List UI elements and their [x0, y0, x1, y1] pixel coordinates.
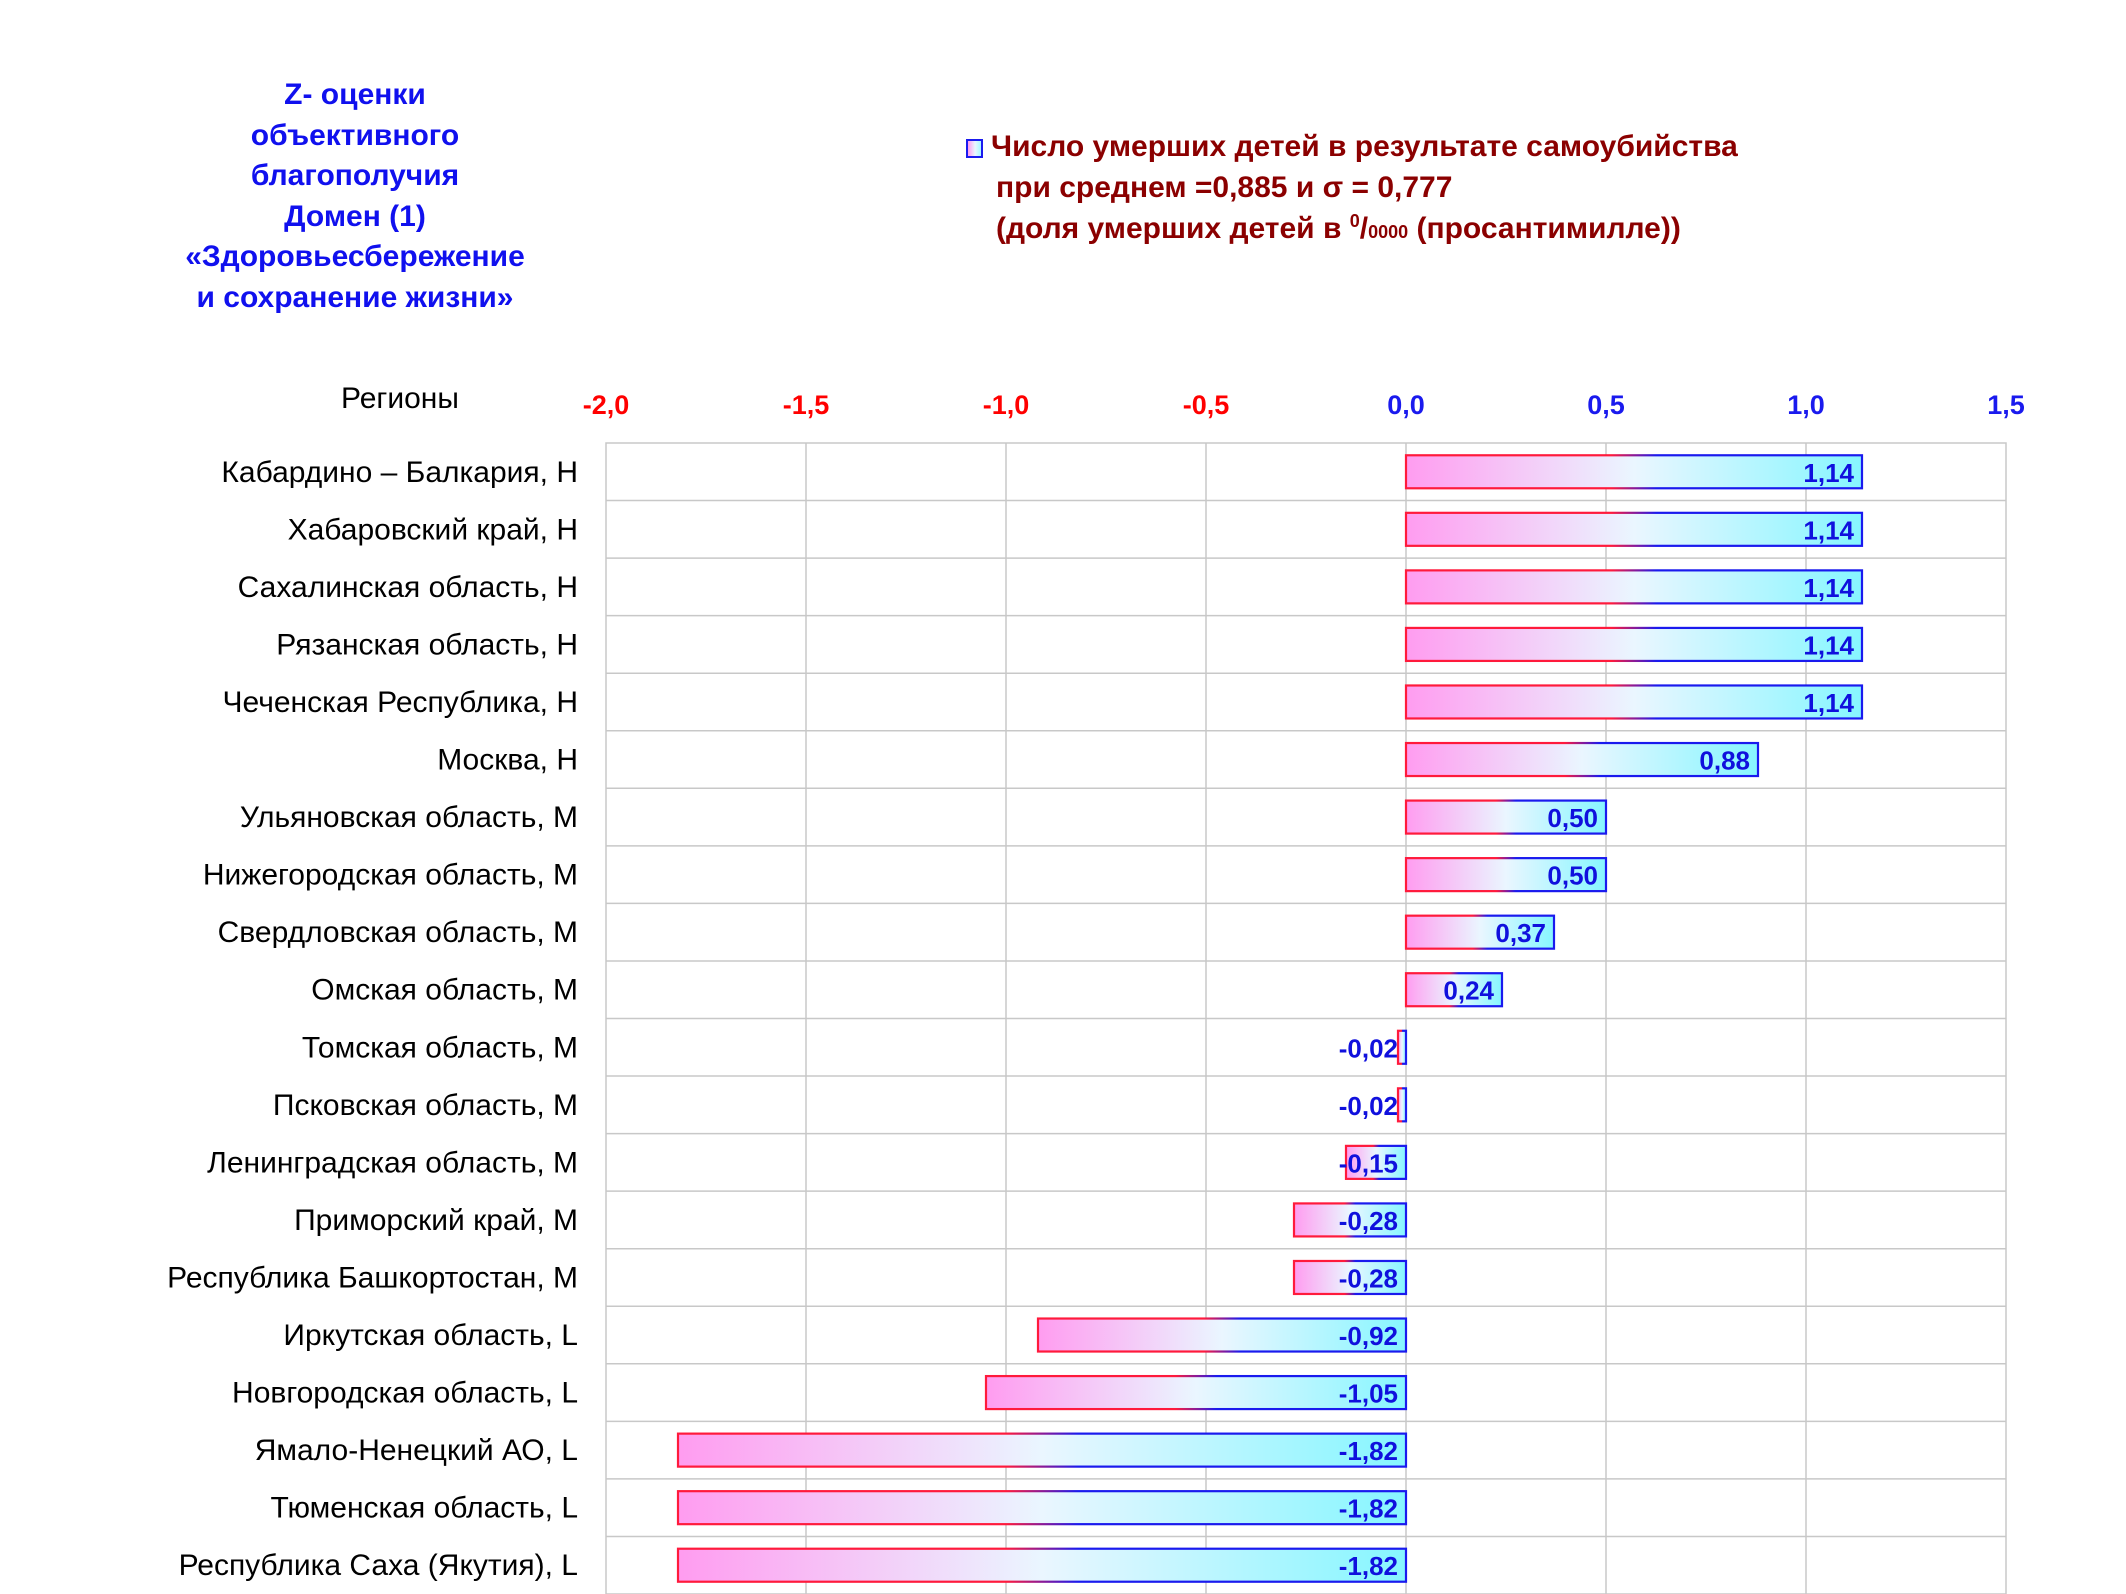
legend-line-3-sub: 0000 [1368, 222, 1409, 242]
data-label: 1,14 [1803, 573, 1854, 603]
category-label: Томская область, M [302, 1031, 578, 1064]
category-label: Ульяновская область, M [240, 801, 578, 834]
category-label: Республика Саха (Якутия), L [179, 1549, 578, 1582]
data-label: -0,02 [1339, 1091, 1398, 1121]
bar [676, 1490, 1408, 1526]
legend-line-3-suffix: (просантимилле)) [1408, 212, 1681, 245]
title-line: Домен (1) [284, 199, 426, 233]
bar [676, 1547, 1408, 1583]
bar [1396, 1029, 1408, 1065]
legend-line-3-slash: / [1359, 212, 1369, 245]
legend-entry: Число умерших детей в результате самоуби… [966, 126, 1738, 167]
title-line: и сохранение жизни» [196, 280, 514, 314]
bar [1404, 454, 1864, 490]
x-tick-label: 0,5 [1587, 390, 1625, 420]
title-line: объективного [250, 118, 460, 152]
chart-title: Z- оценки объективного благополучия Доме… [120, 75, 590, 318]
bar [1292, 1202, 1408, 1238]
bar [676, 1432, 1408, 1468]
category-label: Хабаровский край, H [288, 513, 578, 546]
x-tick-label: 1,0 [1787, 390, 1825, 420]
data-label: -0,15 [1339, 1148, 1398, 1178]
data-label: 0,88 [1699, 746, 1750, 776]
legend-line-3-sup: 0 [1349, 211, 1360, 231]
category-label: Новгородская область, L [232, 1377, 578, 1410]
bar [1404, 626, 1864, 663]
data-label: -1,82 [1339, 1551, 1398, 1581]
x-tick-label: -2,0 [583, 390, 630, 420]
category-label: Нижегородская область, M [203, 859, 578, 892]
labels: -2,0 -1,5 -1,0 -0,5 0,0 0,5 1,0 1,5 Регионы Кабар… [167, 382, 2025, 1582]
data-label: -1,82 [1339, 1436, 1398, 1466]
bar [1404, 511, 1864, 547]
data-label: -1,82 [1339, 1494, 1398, 1524]
data-label: -1,05 [1339, 1379, 1398, 1409]
bar [984, 1374, 1408, 1411]
bar [1344, 1144, 1408, 1180]
x-tick-label: -1,5 [783, 390, 830, 420]
x-tick-label: 1,5 [1987, 390, 2025, 420]
category-label: Иркутская область, L [283, 1319, 578, 1352]
category-label: Псковская область, M [273, 1089, 578, 1122]
bar [1036, 1317, 1408, 1353]
bar [1404, 569, 1864, 605]
x-tick-label: -1,0 [983, 390, 1030, 420]
x-tick-label: -0,5 [1183, 390, 1230, 420]
data-label: 1,14 [1803, 630, 1854, 660]
data-label: -0,02 [1339, 1033, 1398, 1063]
data-label: 0,37 [1495, 918, 1546, 948]
data-label: -0,28 [1339, 1263, 1398, 1293]
legend-line-3-prefix: (доля умерших детей в [996, 212, 1350, 245]
category-label: Чеченская Республика, H [223, 686, 578, 719]
legend-line-3: (доля умерших детей в 0/0000 (просантими… [966, 208, 1738, 253]
data-label: 0,24 [1443, 976, 1494, 1006]
bar [1292, 1259, 1408, 1296]
x-tick-label: 0,0 [1387, 390, 1425, 420]
data-label: 0,50 [1547, 803, 1598, 833]
category-label: Омская область, M [311, 974, 578, 1007]
data-label: -0,28 [1339, 1206, 1398, 1236]
bar [1404, 914, 1556, 950]
category-label: Рязанская область, H [276, 628, 578, 661]
category-label: Свердловская область, M [218, 916, 578, 949]
grid [605, 442, 2007, 1594]
category-label: Тюменская область, L [270, 1492, 578, 1525]
category-label: Сахалинская область, H [238, 571, 578, 604]
legend-swatch [966, 139, 983, 158]
bar [1404, 857, 1608, 893]
category-label: Приморский край, M [294, 1204, 578, 1237]
title-line: Z- оценки [284, 78, 426, 111]
title-line: благополучия [250, 159, 460, 192]
data-label: 1,14 [1803, 688, 1854, 718]
category-label: Москва, H [437, 744, 578, 777]
bar [1404, 684, 1864, 720]
bar [1404, 799, 1608, 835]
category-label: Кабардино – Балкария, H [221, 456, 578, 489]
data-label: 1,14 [1803, 515, 1854, 545]
data-label: 0,50 [1547, 861, 1598, 891]
title-line: «Здоровьесбережение [185, 240, 525, 273]
data-label: 1,14 [1803, 458, 1854, 488]
bar [1396, 1087, 1408, 1123]
category-label: Ленинградская область, M [207, 1146, 578, 1179]
legend-line-2: при среднем =0,885 и σ = 0,777 [996, 171, 1453, 204]
legend: Число умерших детей в результате самоуби… [966, 126, 1738, 253]
category-label: Республика Башкортостан, M [167, 1261, 578, 1294]
category-label: Ямало-Ненецкий АО, L [255, 1434, 578, 1467]
y-axis-label: Регионы [341, 382, 459, 415]
bar [1404, 741, 1760, 778]
bars [676, 454, 1864, 1583]
data-label: -0,92 [1339, 1321, 1398, 1351]
bar [1404, 972, 1504, 1008]
legend-series-name: Число умерших детей в результате самоуби… [991, 130, 1738, 163]
